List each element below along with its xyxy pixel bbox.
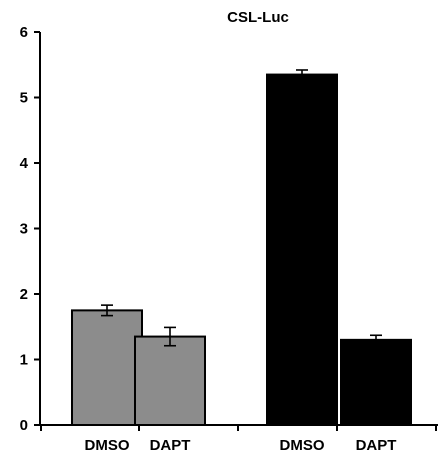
error-bars-group	[101, 69, 382, 347]
chart-title: CSL-Luc	[227, 9, 289, 26]
error-bar-3	[296, 69, 308, 80]
y-tick-label: 3	[20, 221, 28, 238]
y-tick-label: 0	[20, 417, 28, 434]
x-axis: DMSO DAPT DMSO DAPT	[40, 424, 438, 454]
bar-4	[340, 338, 412, 427]
x-tick-label: DAPT	[356, 437, 397, 454]
bar-2	[134, 335, 206, 427]
y-tick-label: 1	[20, 352, 28, 369]
x-tick-label: DMSO	[85, 437, 130, 454]
bars-group	[71, 73, 412, 427]
error-bar-4	[370, 334, 382, 346]
bar-3	[266, 73, 338, 426]
error-bar-1	[101, 304, 113, 317]
y-tick-label: 4	[20, 155, 29, 172]
error-bar-2	[164, 326, 176, 347]
y-axis: 0 1 2 3 4 5 6	[20, 24, 41, 434]
y-tick-label: 2	[20, 286, 28, 303]
x-tick-label: DMSO	[280, 437, 325, 454]
bar-1	[71, 309, 143, 426]
x-tick-label: DAPT	[150, 437, 191, 454]
y-tick-label: 6	[20, 24, 28, 41]
y-tick-label: 5	[20, 90, 28, 107]
